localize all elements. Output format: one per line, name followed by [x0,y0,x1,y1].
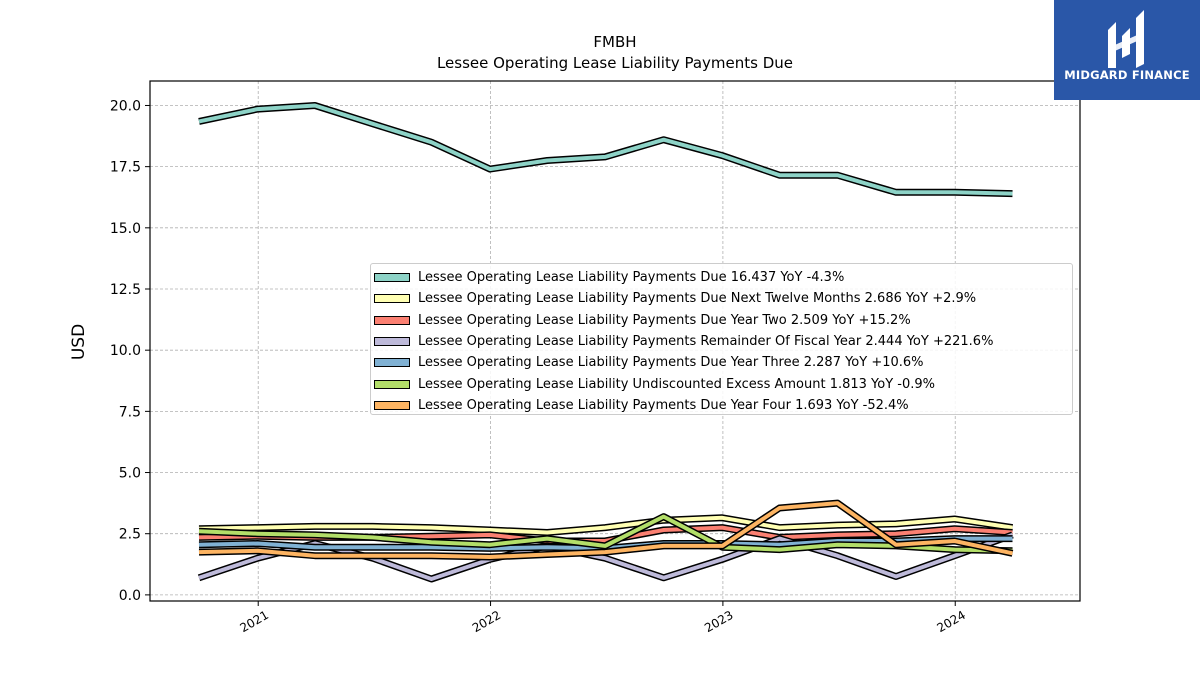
y-tick-label: 15.0 [110,221,141,237]
legend-label: Lessee Operating Lease Liability Payment… [418,334,994,350]
series-line [198,501,1013,559]
midgard-logo-icon [1108,10,1144,68]
y-tick-label: 20.0 [110,98,141,114]
y-tick-label: 7.5 [119,404,141,420]
legend-item: Lessee Operating Lease Liability Undisco… [374,373,1072,394]
y-tick-label: 5.0 [119,466,141,482]
y-axis-label: USD [69,324,89,360]
legend-item: Lessee Operating Lease Liability Payment… [374,288,1072,309]
x-tick-label: 2022 [470,608,503,635]
brand-name: MIDGARD FINANCE [1064,68,1190,82]
legend-item: Lessee Operating Lease Liability Payment… [374,331,1072,352]
series-line [198,103,1013,196]
y-tick-label: 0.0 [119,588,141,604]
legend-swatch [374,273,410,283]
legend-swatch [374,294,410,304]
y-tick-label: 12.5 [110,282,141,298]
legend-swatch [374,400,410,410]
y-tick-label: 10.0 [110,343,141,359]
legend-swatch [374,337,410,347]
legend-swatch [374,358,410,368]
legend-label: Lessee Operating Lease Liability Payment… [418,270,845,286]
legend-label: Lessee Operating Lease Liability Payment… [418,291,977,307]
chart-title: FMBH [593,33,636,51]
legend-label: Lessee Operating Lease Liability Undisco… [418,376,936,392]
legend-label: Lessee Operating Lease Liability Payment… [418,397,909,413]
y-tick-label: 17.5 [110,160,141,176]
series-line [198,515,1013,535]
series-line [198,514,1013,553]
legend-item: Lessee Operating Lease Liability Payment… [374,310,1072,331]
x-tick-label: 2023 [702,608,735,635]
series-line-outline [198,102,1013,198]
legend-item: Lessee Operating Lease Liability Payment… [374,267,1072,288]
legend-item: Lessee Operating Lease Liability Payment… [374,352,1072,373]
y-tick-label: 2.5 [119,527,141,543]
legend-swatch [374,379,410,389]
legend-label: Lessee Operating Lease Liability Payment… [418,312,911,328]
legend-label: Lessee Operating Lease Liability Payment… [418,355,924,371]
x-tick-label: 2024 [935,608,968,635]
x-tick-label: 2021 [237,608,270,635]
brand-logo: MIDGARD FINANCE [1054,0,1200,100]
chart-subtitle: Lessee Operating Lease Liability Payment… [437,54,793,72]
legend-swatch [374,315,410,325]
chart-legend: Lessee Operating Lease Liability Payment… [370,263,1073,415]
plot-frame [149,80,1081,602]
legend-item: Lessee Operating Lease Liability Payment… [374,395,1072,416]
